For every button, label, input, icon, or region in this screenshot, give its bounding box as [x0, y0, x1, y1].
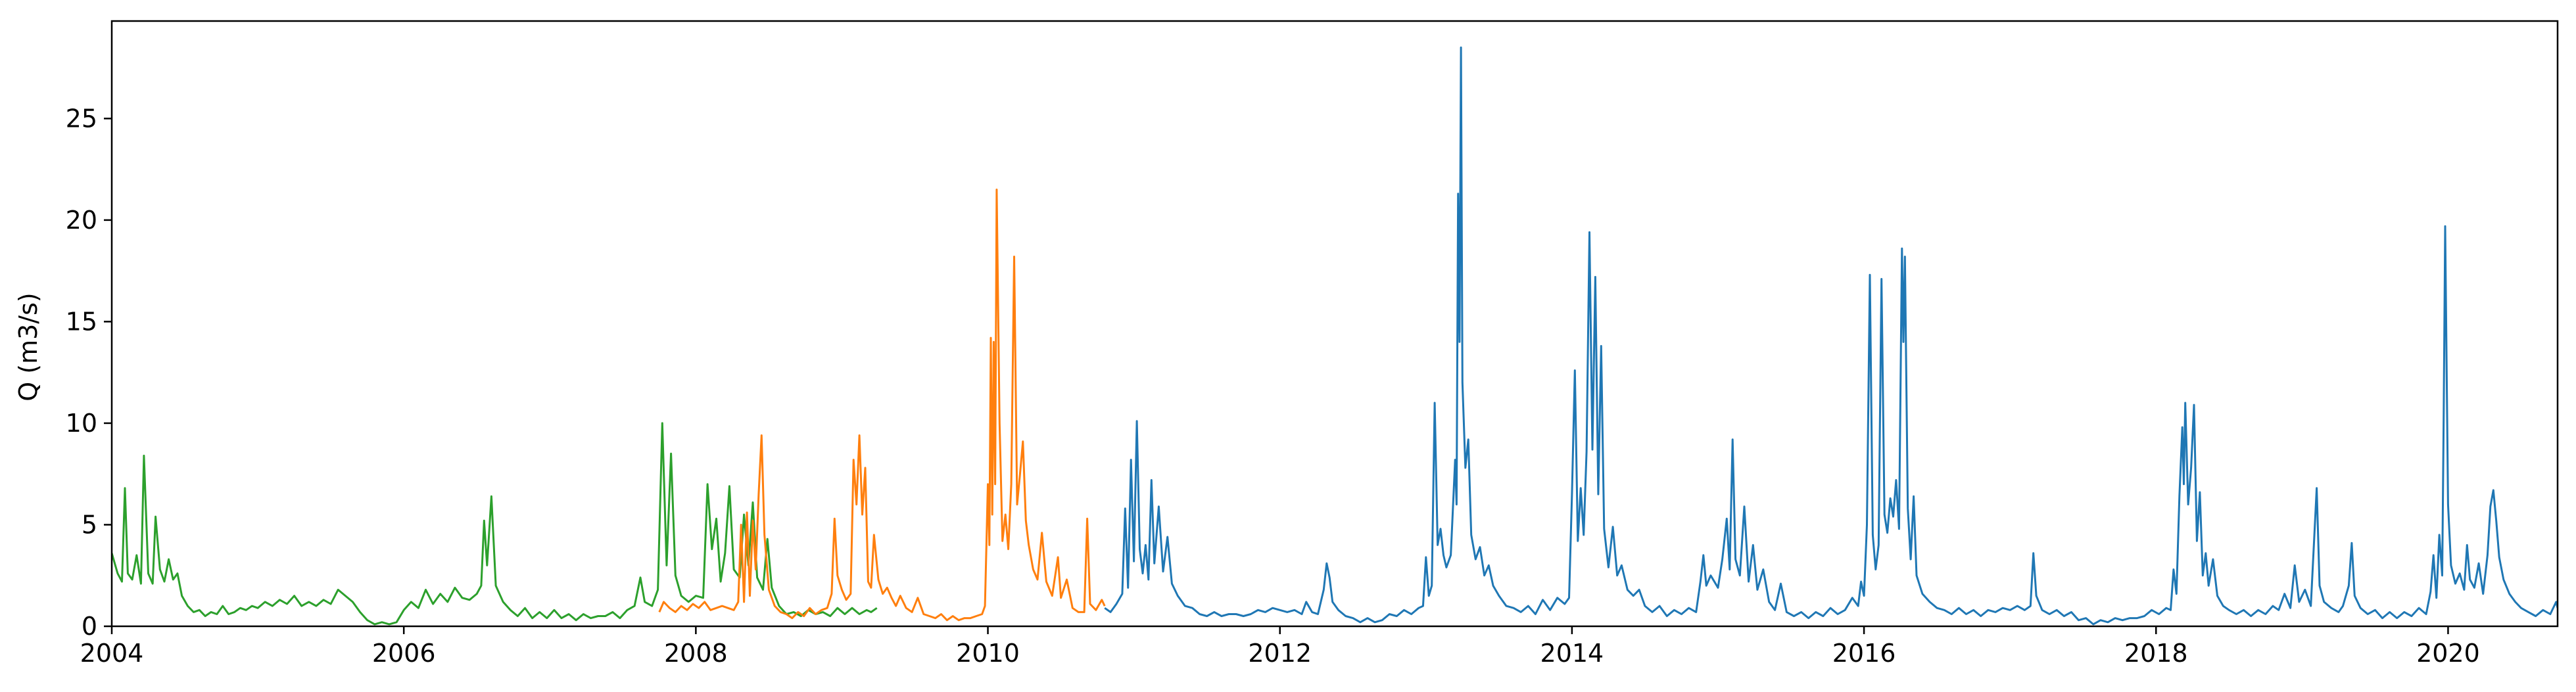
x-tick-label: 2010: [956, 639, 1020, 668]
y-tick-label: 10: [66, 409, 97, 438]
y-axis-label: Q (m3/s): [14, 292, 43, 401]
x-tick-label: 2012: [1248, 639, 1312, 668]
y-tick-label: 25: [66, 104, 97, 133]
plot-frame: [110, 20, 2559, 628]
x-tick-label: 2014: [1540, 639, 1604, 668]
x-tick-label: 2006: [372, 639, 436, 668]
x-tick-label: 2016: [1832, 639, 1896, 668]
series-line-3: [1104, 46, 2558, 626]
series-layer: [112, 46, 2558, 626]
y-tick-label: 20: [66, 206, 97, 235]
y-tick-label: 15: [66, 307, 97, 336]
x-tick-label: 2020: [2416, 639, 2480, 668]
x-tick-label: 2004: [80, 639, 144, 668]
y-tick-label: 0: [82, 612, 97, 641]
series-line-1: [112, 422, 878, 626]
x-tick-label: 2018: [2124, 639, 2188, 668]
x-tick-label: 2008: [664, 639, 728, 668]
series-line-2: [658, 189, 1106, 622]
y-tick-label: 5: [82, 510, 97, 539]
axes-layer: 2004 2006 2008 2010 2012 2014 2016 2018 2020 0 5 10…: [66, 20, 2559, 668]
